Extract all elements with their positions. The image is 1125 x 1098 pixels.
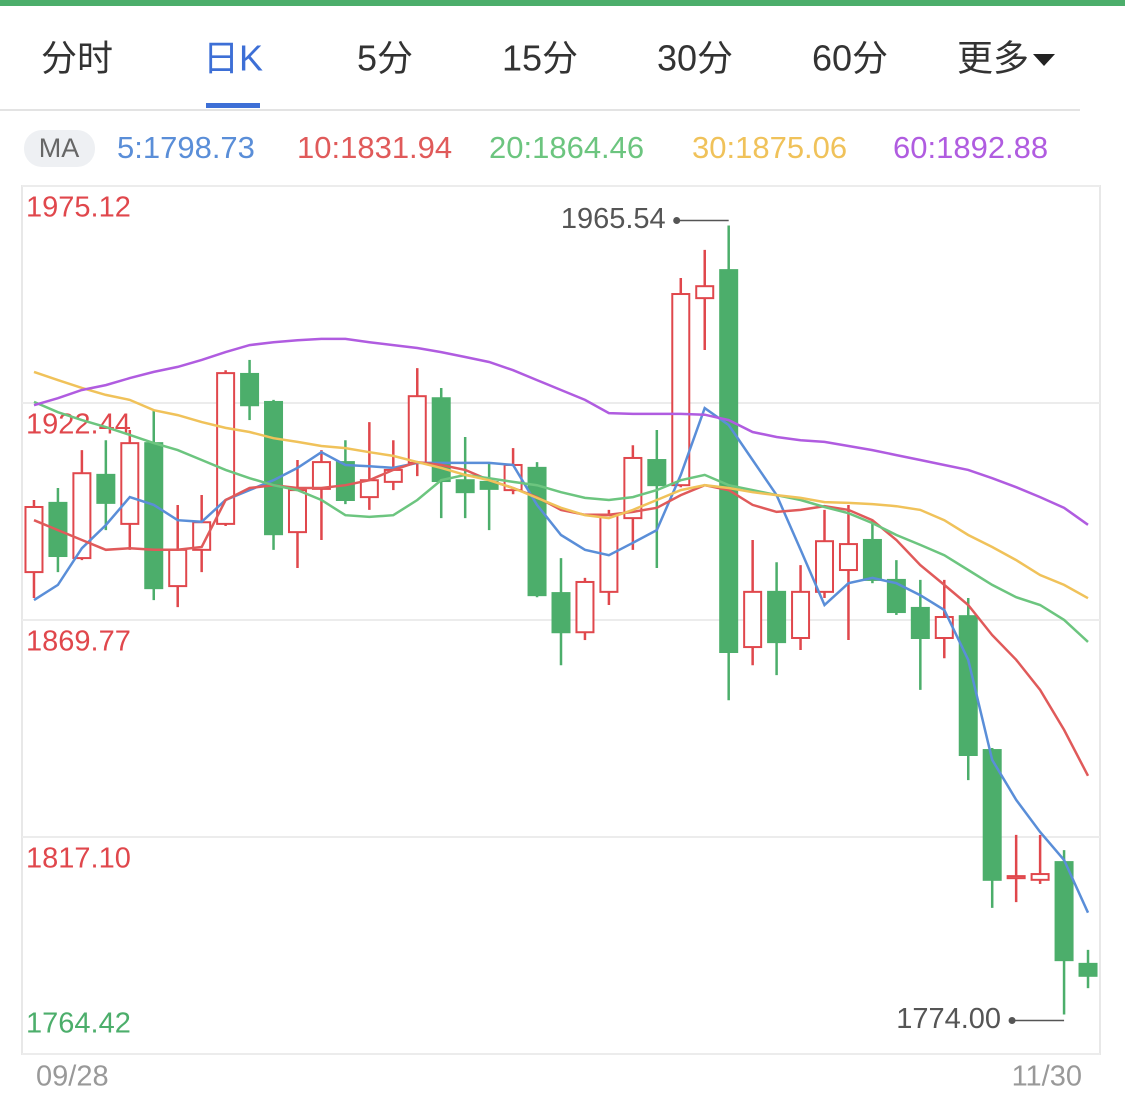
candle-body <box>240 372 260 407</box>
annotation: 1965.54 <box>561 203 666 235</box>
candle-body <box>72 472 92 560</box>
tab[interactable]: 60分 <box>812 38 888 79</box>
ma-badge <box>24 130 95 167</box>
candle-body <box>1006 875 1026 880</box>
candle-body <box>407 395 427 464</box>
candle-body <box>838 543 858 572</box>
candle-body <box>216 372 236 525</box>
legend-entry: 5:1798.73 <box>117 130 255 165</box>
y-tick-label: 1922.44 <box>26 409 131 441</box>
candle-body <box>479 480 499 490</box>
tab[interactable]: 15分 <box>502 38 578 79</box>
candle-body <box>24 505 44 574</box>
candle-body <box>815 540 835 593</box>
annotation-dot <box>1008 1017 1016 1025</box>
candle-body <box>455 479 475 494</box>
candle-body <box>910 606 930 640</box>
annotation: 1774.00 <box>896 1003 1001 1035</box>
candle-body <box>575 580 595 634</box>
legend-entry: 60:1892.88 <box>893 130 1048 165</box>
candle-body <box>695 285 715 300</box>
candle-body <box>335 461 355 501</box>
candle-body <box>791 590 811 640</box>
ma-label: MA <box>39 133 80 163</box>
tab-indicator <box>206 103 260 108</box>
tab[interactable]: 30分 <box>657 38 733 79</box>
dropdown-arrow[interactable] <box>1033 54 1055 66</box>
candle-body <box>982 749 1002 881</box>
y-tick-label: 1817.10 <box>26 843 131 875</box>
legend-entry: 10:1831.94 <box>297 130 452 165</box>
ma-line <box>33 337 1089 526</box>
ma-line <box>33 400 1089 643</box>
candle-body <box>623 456 643 520</box>
legend-entry: 30:1875.06 <box>692 130 847 165</box>
annotation-dot <box>673 216 681 224</box>
candle-body <box>359 479 379 499</box>
candle-body <box>1078 962 1098 977</box>
legend-entry: 20:1864.46 <box>489 130 644 165</box>
ma-line <box>33 370 1089 600</box>
y-tick-label: 1869.77 <box>26 626 131 658</box>
candle-body <box>743 590 763 649</box>
candle-body <box>168 548 188 588</box>
x-tick-label: 11/30 <box>1012 1061 1082 1093</box>
candle-body <box>886 578 906 614</box>
candle-body <box>671 293 691 487</box>
candle-body <box>120 442 140 525</box>
candle-body <box>287 489 307 534</box>
candle-body <box>767 590 787 644</box>
candle-body <box>647 459 667 487</box>
candle-body <box>264 400 284 536</box>
tab[interactable]: 分时 <box>41 38 113 79</box>
candle-body <box>144 442 164 590</box>
tab[interactable]: 5分 <box>357 38 413 79</box>
x-tick-label: 09/28 <box>36 1061 109 1093</box>
y-tick-label: 1764.42 <box>26 1008 131 1040</box>
candle-body <box>551 592 571 634</box>
candle-body <box>1030 873 1050 881</box>
candle-body <box>96 473 116 504</box>
candle-body <box>1054 861 1074 962</box>
ma-line <box>33 460 1090 777</box>
tab[interactable]: 更多 <box>957 38 1029 79</box>
ma-line <box>33 406 1090 914</box>
candle-body <box>862 538 882 581</box>
candle-body <box>719 269 739 654</box>
y-tick-label: 1975.12 <box>26 192 131 224</box>
top-bar <box>0 0 1125 6</box>
tab[interactable]: 日K <box>203 38 263 79</box>
candle-body <box>311 461 331 490</box>
